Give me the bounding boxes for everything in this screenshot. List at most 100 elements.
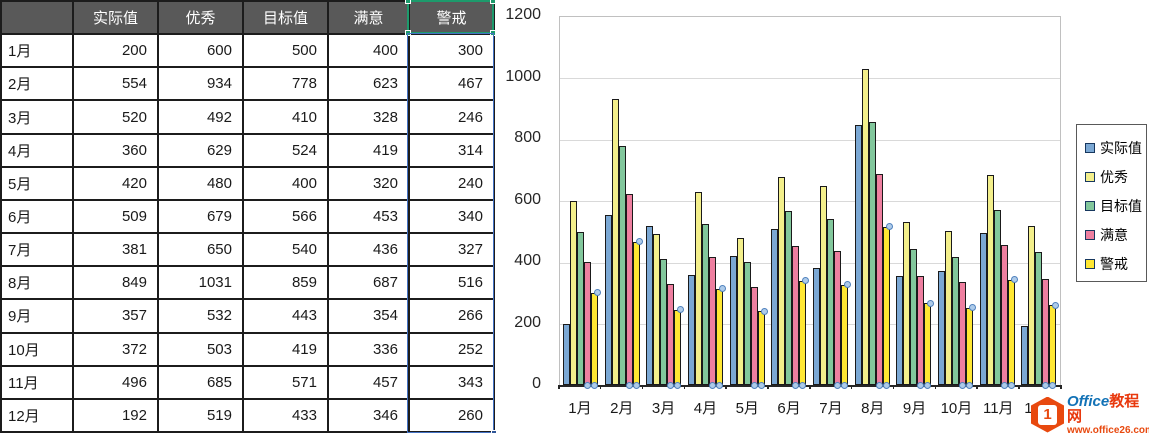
value-cell[interactable]: 372 <box>74 333 159 367</box>
value-cell[interactable]: 260 <box>410 399 495 433</box>
value-cell[interactable]: 467 <box>410 68 495 102</box>
legend-item-满意[interactable]: 满意 <box>1085 220 1146 249</box>
row-header-month[interactable]: 12月 <box>2 399 74 433</box>
bar-优秀[interactable] <box>570 201 577 385</box>
bar-优秀[interactable] <box>653 234 661 385</box>
column-header[interactable]: 目标值 <box>244 2 329 36</box>
value-cell[interactable]: 252 <box>410 333 495 367</box>
bar-目标值[interactable] <box>1035 252 1043 385</box>
value-cell[interactable]: 354 <box>329 300 410 334</box>
value-cell[interactable]: 492 <box>159 101 244 135</box>
value-cell[interactable]: 436 <box>329 234 410 268</box>
bar-警戒[interactable] <box>757 311 765 385</box>
bar-实际值[interactable] <box>1021 326 1029 385</box>
bar-实际值[interactable] <box>563 323 570 385</box>
value-cell[interactable]: 859 <box>244 267 329 301</box>
bar-目标值[interactable] <box>785 211 793 385</box>
value-cell[interactable]: 453 <box>329 200 410 235</box>
bar-实际值[interactable] <box>646 225 654 385</box>
value-cell[interactable]: 433 <box>244 399 329 433</box>
bar-满意[interactable] <box>875 174 883 385</box>
bar-实际值[interactable] <box>938 270 946 385</box>
value-cell[interactable]: 410 <box>244 101 329 135</box>
bar-目标值[interactable] <box>827 219 835 385</box>
value-cell[interactable]: 400 <box>244 167 329 201</box>
bar-警戒[interactable] <box>591 293 598 385</box>
bar-实际值[interactable] <box>729 256 737 385</box>
bar-警戒[interactable] <box>841 284 849 385</box>
value-cell[interactable]: 419 <box>329 134 410 168</box>
value-cell[interactable]: 849 <box>74 267 159 301</box>
row-header-month[interactable]: 1月 <box>2 35 74 69</box>
corner-cell[interactable] <box>2 2 74 36</box>
bar-满意[interactable] <box>584 262 591 385</box>
value-cell[interactable]: 1031 <box>159 267 244 301</box>
bar-警戒[interactable] <box>924 303 932 385</box>
row-header-month[interactable]: 3月 <box>2 101 74 135</box>
value-cell[interactable]: 192 <box>74 399 159 433</box>
bar-满意[interactable] <box>834 251 842 385</box>
value-cell[interactable]: 532 <box>159 300 244 334</box>
bar-满意[interactable] <box>625 193 633 385</box>
bar-实际值[interactable] <box>979 232 987 385</box>
bar-目标值[interactable] <box>952 256 960 385</box>
bar-实际值[interactable] <box>854 124 862 385</box>
value-cell[interactable]: 420 <box>74 167 159 201</box>
value-cell[interactable]: 314 <box>410 134 495 168</box>
row-header-month[interactable]: 7月 <box>2 234 74 268</box>
value-cell[interactable]: 340 <box>410 200 495 235</box>
value-cell[interactable]: 381 <box>74 234 159 268</box>
bar-目标值[interactable] <box>577 231 584 385</box>
bar-满意[interactable] <box>1000 244 1008 385</box>
bar-实际值[interactable] <box>604 215 612 385</box>
bar-优秀[interactable] <box>986 174 994 385</box>
row-header-month[interactable]: 6月 <box>2 200 74 235</box>
value-cell[interactable]: 496 <box>74 366 159 400</box>
value-cell[interactable]: 336 <box>329 333 410 367</box>
bar-优秀[interactable] <box>778 176 786 385</box>
column-header[interactable]: 满意 <box>329 2 410 36</box>
bar-优秀[interactable] <box>695 192 703 385</box>
bar-目标值[interactable] <box>910 249 918 385</box>
bar-警戒[interactable] <box>1049 305 1057 385</box>
value-cell[interactable]: 343 <box>410 366 495 400</box>
value-cell[interactable]: 679 <box>159 200 244 235</box>
row-header-month[interactable]: 8月 <box>2 267 74 301</box>
value-cell[interactable]: 650 <box>159 234 244 268</box>
row-header-month[interactable]: 5月 <box>2 167 74 201</box>
value-cell[interactable]: 320 <box>329 167 410 201</box>
value-cell[interactable]: 246 <box>410 101 495 135</box>
legend-item-警戒[interactable]: 警戒 <box>1085 249 1146 278</box>
value-cell[interactable]: 520 <box>74 101 159 135</box>
value-cell[interactable]: 300 <box>410 35 495 69</box>
value-cell[interactable]: 400 <box>329 35 410 69</box>
value-cell[interactable]: 571 <box>244 366 329 400</box>
bar-警戒[interactable] <box>632 241 640 385</box>
bar-警戒[interactable] <box>716 288 724 385</box>
value-cell[interactable]: 687 <box>329 267 410 301</box>
bar-警戒[interactable] <box>1007 279 1015 385</box>
legend-item-优秀[interactable]: 优秀 <box>1085 162 1146 191</box>
bar-实际值[interactable] <box>813 268 821 385</box>
bar-优秀[interactable] <box>903 221 911 385</box>
value-cell[interactable]: 554 <box>74 68 159 102</box>
bar-目标值[interactable] <box>743 262 751 385</box>
value-cell[interactable]: 934 <box>159 68 244 102</box>
bar-满意[interactable] <box>1042 278 1050 385</box>
value-cell[interactable]: 328 <box>329 101 410 135</box>
bar-优秀[interactable] <box>861 68 869 385</box>
bar-实际值[interactable] <box>896 275 904 385</box>
value-cell[interactable]: 480 <box>159 167 244 201</box>
value-cell[interactable]: 500 <box>244 35 329 69</box>
bar-满意[interactable] <box>750 286 758 385</box>
row-header-month[interactable]: 2月 <box>2 68 74 102</box>
value-cell[interactable]: 419 <box>244 333 329 367</box>
value-cell[interactable]: 566 <box>244 200 329 235</box>
value-cell[interactable]: 200 <box>74 35 159 69</box>
value-cell[interactable]: 327 <box>410 234 495 268</box>
value-cell[interactable]: 600 <box>159 35 244 69</box>
value-cell[interactable]: 509 <box>74 200 159 235</box>
value-cell[interactable]: 240 <box>410 167 495 201</box>
row-header-month[interactable]: 10月 <box>2 333 74 367</box>
bar-目标值[interactable] <box>702 224 710 385</box>
